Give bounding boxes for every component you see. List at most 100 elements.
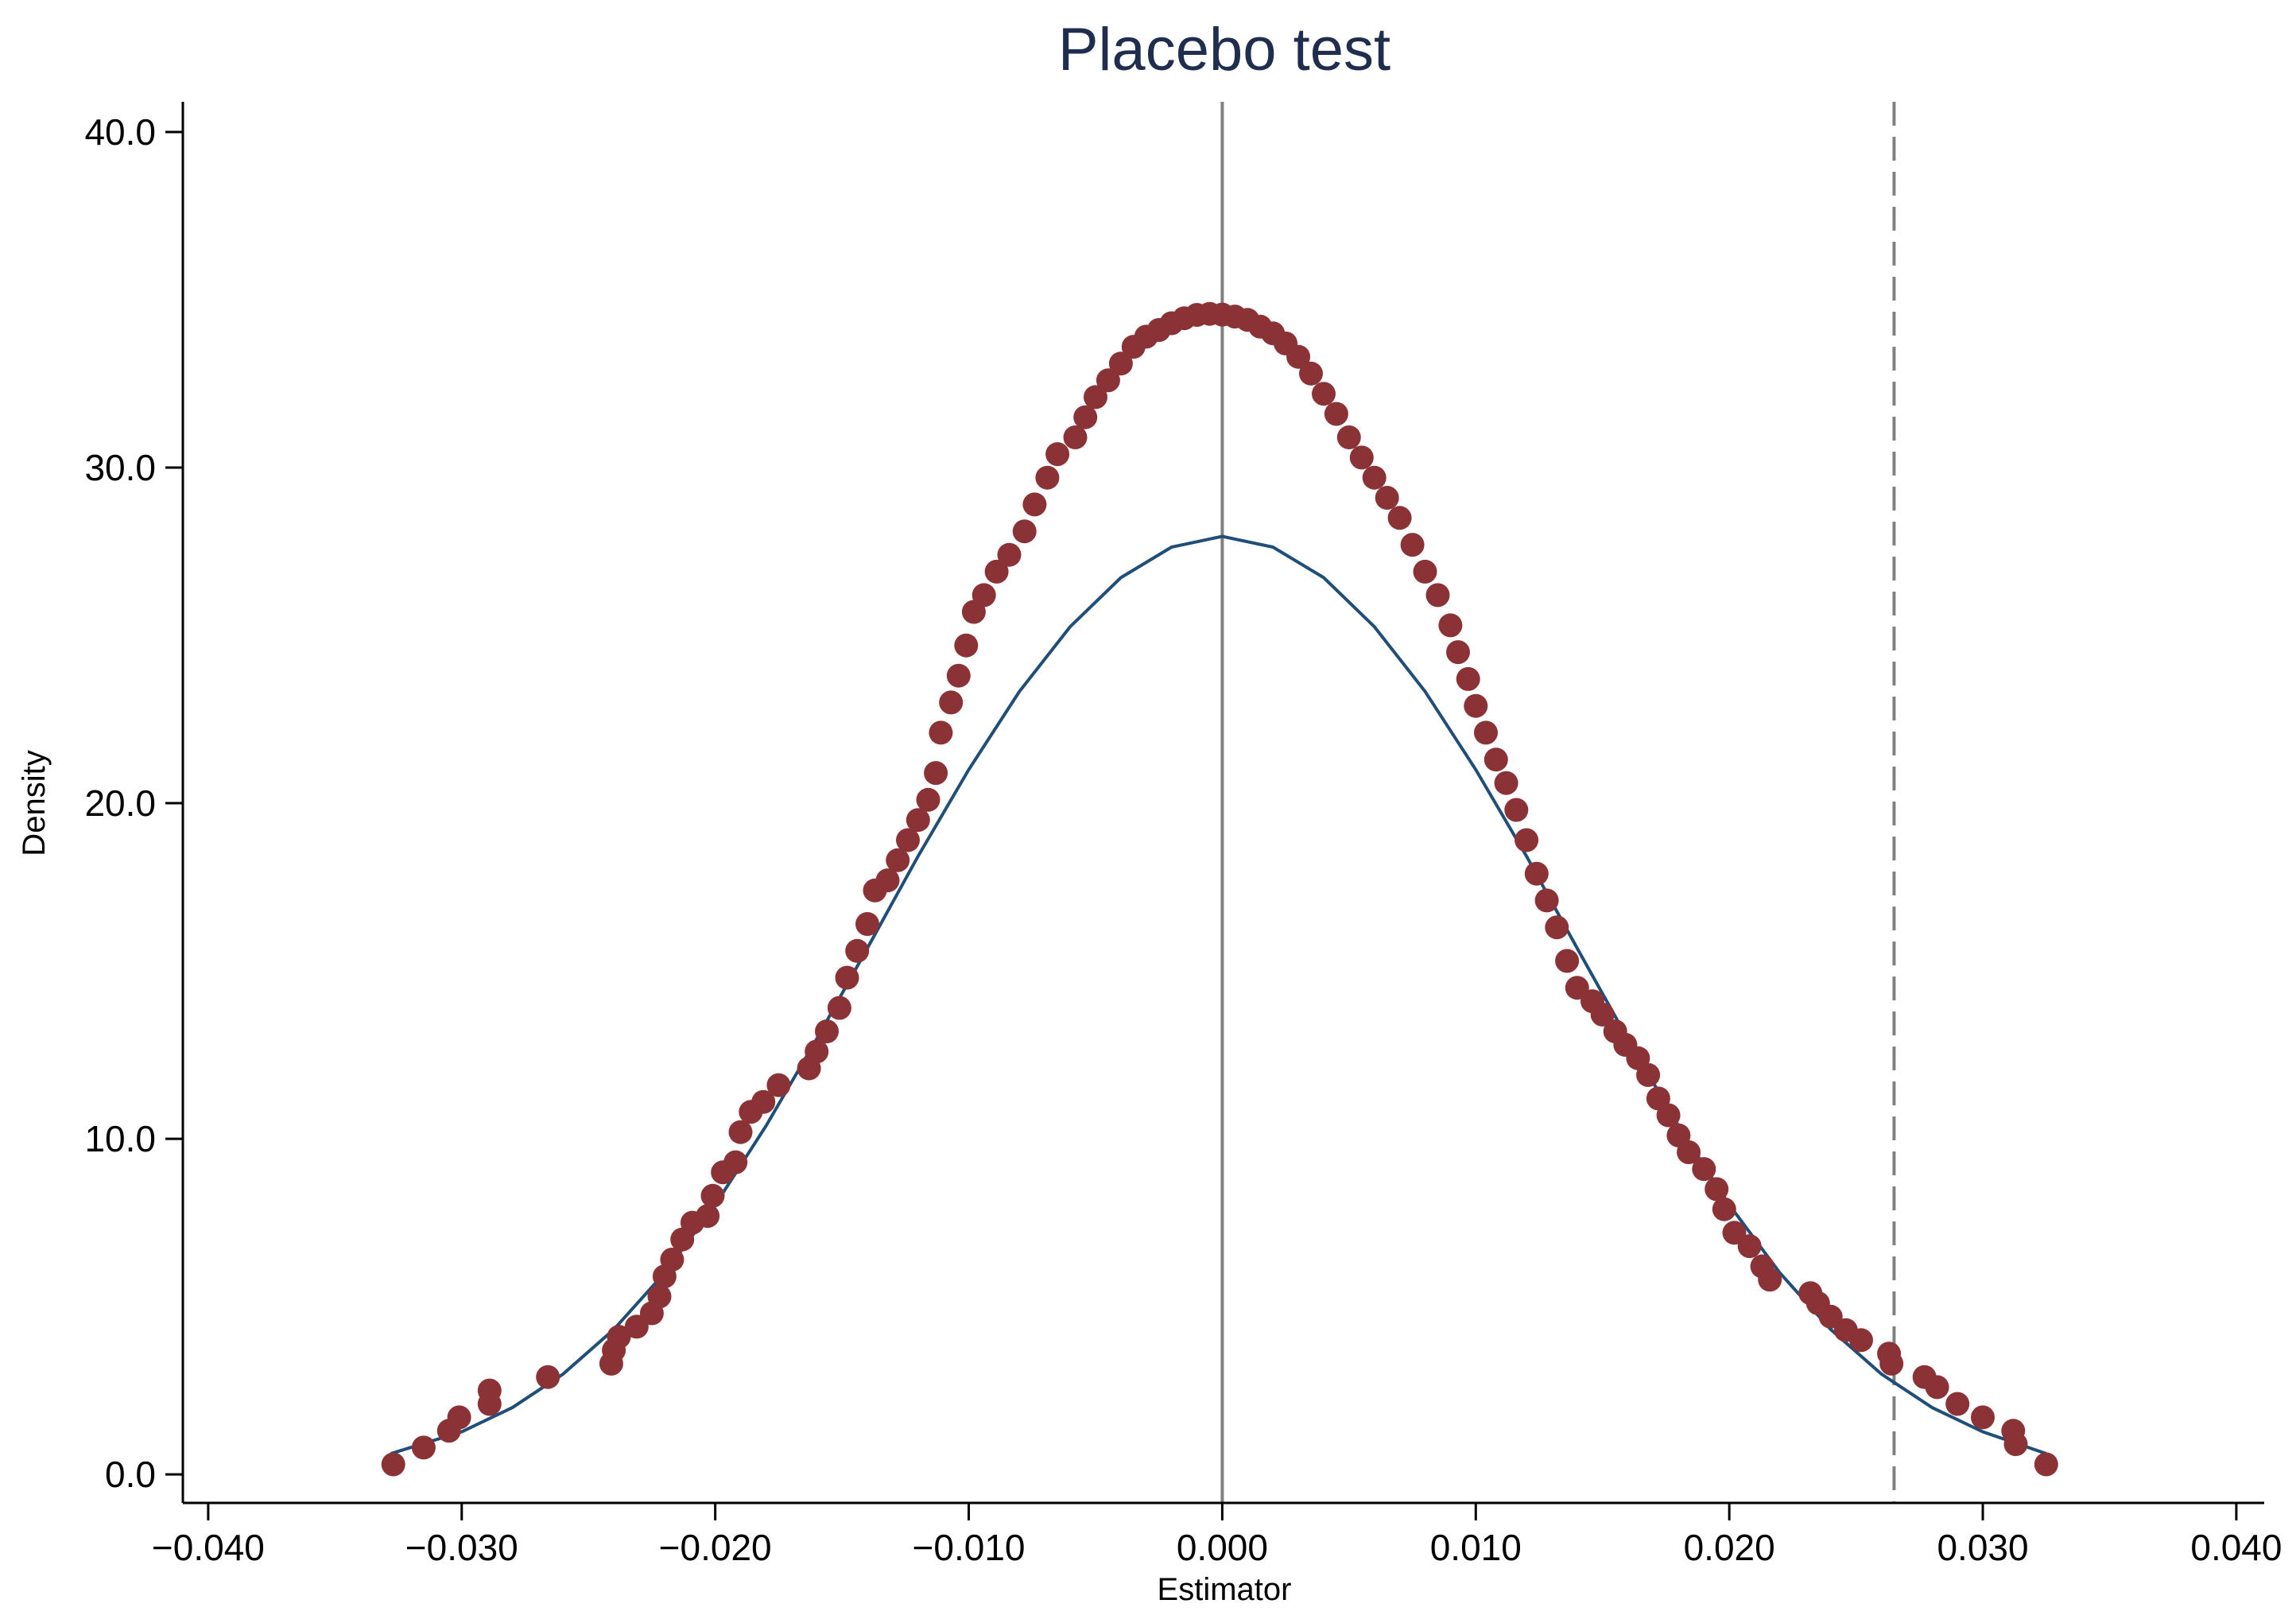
data-point <box>875 868 900 893</box>
y-ticks: 0.0 10.0 20.0 30.0 40.0 <box>84 111 183 1495</box>
y-tick-label: 40.0 <box>84 111 156 153</box>
data-point <box>997 542 1022 567</box>
data-point <box>447 1405 471 1430</box>
x-tick-label: −0.030 <box>405 1527 518 1568</box>
data-point <box>1555 949 1580 973</box>
data-point <box>886 848 910 872</box>
y-tick-label: 10.0 <box>84 1118 156 1159</box>
data-point <box>1045 442 1070 467</box>
data-point <box>1677 1140 1701 1164</box>
data-point <box>1012 519 1037 544</box>
data-point <box>1494 771 1518 795</box>
data-point <box>1534 888 1559 913</box>
data-point <box>647 1284 672 1309</box>
data-point <box>1349 445 1374 470</box>
data-point <box>1073 405 1098 429</box>
data-point <box>1464 693 1488 718</box>
data-point <box>972 583 996 608</box>
data-point <box>1879 1351 1904 1376</box>
data-point <box>815 1019 839 1043</box>
data-point <box>2034 1452 2058 1477</box>
x-axis-label: Estimator <box>1158 1572 1292 1607</box>
data-point <box>1971 1405 1995 1430</box>
data-point <box>946 663 971 688</box>
data-point <box>1483 747 1508 772</box>
data-point <box>1758 1268 1782 1292</box>
data-point <box>855 912 879 936</box>
data-point <box>1096 368 1120 393</box>
data-point <box>607 1325 631 1349</box>
x-tick-label: −0.020 <box>659 1527 772 1568</box>
x-tick-label: 0.020 <box>1684 1527 1775 1568</box>
data-point <box>1312 382 1336 406</box>
data-point <box>1712 1197 1736 1221</box>
data-point <box>1590 1002 1615 1027</box>
data-point <box>1063 425 1088 449</box>
data-point <box>700 1183 725 1208</box>
data-point <box>1286 344 1311 369</box>
reference-lines <box>1220 102 1896 1503</box>
x-tick-label: 0.000 <box>1177 1527 1268 1568</box>
data-point <box>1387 506 1412 530</box>
data-point <box>723 1150 748 1175</box>
data-point <box>1035 465 1060 490</box>
y-tick-label: 30.0 <box>84 447 156 488</box>
data-point <box>411 1435 436 1460</box>
x-ticks: −0.040 −0.030 −0.020 −0.010 0.000 0.010 0.020 0… <box>152 1503 2282 1568</box>
data-point <box>1108 351 1133 376</box>
data-point <box>1413 559 1437 584</box>
data-point <box>1425 583 1450 608</box>
data-point <box>1299 361 1323 386</box>
data-point <box>2003 1432 2028 1457</box>
data-point <box>751 1089 776 1114</box>
data-point <box>1474 720 1498 745</box>
data-point <box>1737 1234 1762 1259</box>
chart-title: Placebo test <box>1058 16 1390 83</box>
data-point <box>939 690 964 715</box>
data-point <box>1524 861 1549 886</box>
data-point <box>827 996 851 1020</box>
x-tick-label: 0.040 <box>2190 1527 2282 1568</box>
data-point <box>696 1204 720 1229</box>
x-tick-label: 0.030 <box>1937 1527 2028 1568</box>
x-tick-label: −0.040 <box>152 1527 265 1568</box>
data-point <box>1849 1328 1873 1353</box>
data-point <box>1362 465 1387 490</box>
data-point <box>845 938 870 963</box>
data-point <box>1504 798 1529 822</box>
data-point <box>1925 1375 1949 1400</box>
data-point <box>1692 1157 1716 1182</box>
y-tick-label: 20.0 <box>84 782 156 824</box>
data-point <box>1084 385 1107 410</box>
data-point <box>896 828 920 852</box>
data-point <box>1705 1177 1729 1202</box>
data-point <box>660 1248 685 1272</box>
data-point <box>477 1378 502 1403</box>
data-point <box>1375 486 1399 510</box>
data-point <box>1545 915 1569 940</box>
data-point <box>381 1452 405 1477</box>
x-tick-label: 0.010 <box>1430 1527 1522 1568</box>
data-point <box>1945 1392 1970 1416</box>
data-point <box>916 787 941 812</box>
data-point <box>906 808 930 833</box>
data-point <box>1456 666 1480 691</box>
data-point <box>1438 613 1463 638</box>
data-point <box>1656 1103 1681 1128</box>
data-point <box>924 761 948 786</box>
y-tick-label: 0.0 <box>105 1454 156 1495</box>
data-point <box>536 1365 560 1389</box>
data-point <box>1022 492 1047 517</box>
data-point <box>1446 640 1470 665</box>
data-point <box>1400 533 1425 557</box>
data-point <box>954 633 979 658</box>
data-point <box>766 1073 791 1097</box>
data-point <box>1565 976 1589 1000</box>
data-point <box>728 1120 753 1144</box>
y-axis-label: Density <box>17 750 52 856</box>
data-point <box>1515 828 1539 852</box>
data-point <box>984 559 1009 584</box>
data-points <box>381 301 2058 1477</box>
data-point <box>805 1039 829 1064</box>
